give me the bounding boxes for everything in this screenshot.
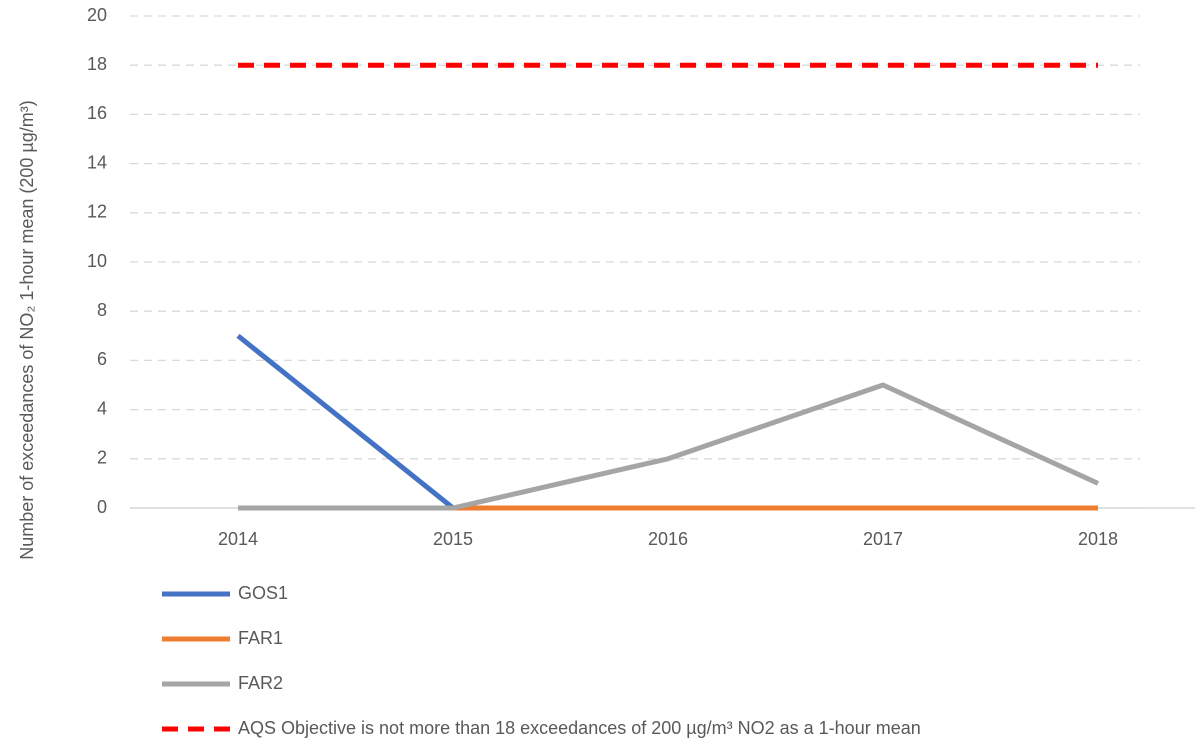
x-tick-label: 2015 <box>433 529 473 549</box>
y-tick-label: 0 <box>97 497 107 517</box>
y-tick-label: 8 <box>97 300 107 320</box>
y-tick-label: 18 <box>87 54 107 74</box>
x-tick-label: 2017 <box>863 529 903 549</box>
legend-label: AQS Objective is not more than 18 exceed… <box>238 718 921 738</box>
y-axis-label: Number of exceedances of NO₂ 1-hour mean… <box>17 100 37 560</box>
x-tick-label: 2014 <box>218 529 258 549</box>
y-tick-label: 6 <box>97 349 107 369</box>
legend-label: FAR2 <box>238 673 283 693</box>
y-tick-label: 4 <box>97 398 107 418</box>
y-tick-label: 14 <box>87 152 107 172</box>
y-tick-label: 20 <box>87 5 107 25</box>
series-line <box>238 382 1100 511</box>
y-tick-label: 16 <box>87 103 107 123</box>
x-tick-label: 2016 <box>648 529 688 549</box>
y-tick-label: 12 <box>87 202 107 222</box>
series-line <box>236 333 455 510</box>
y-tick-label: 10 <box>87 251 107 271</box>
legend-label: FAR1 <box>238 628 283 648</box>
legend-label: GOS1 <box>238 583 288 603</box>
x-tick-label: 2018 <box>1078 529 1118 549</box>
y-tick-label: 2 <box>97 448 107 468</box>
